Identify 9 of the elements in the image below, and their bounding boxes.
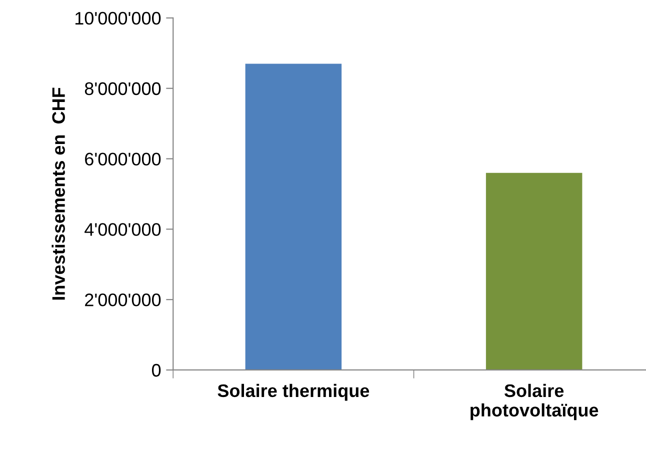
y-tick-label: 0 [152, 364, 161, 377]
x-tick-label: Solaire thermique [218, 384, 370, 401]
y-tick-label: 10'000'000 [75, 12, 161, 25]
y-tick-label: 2'000'000 [85, 294, 161, 306]
y-tick-label: 8'000'000 [84, 82, 161, 96]
y-tick-label: 6'000'000 [85, 152, 161, 166]
y-axis-title: Investissements en CHF [52, 88, 65, 300]
y-tick-label: 4'000'000 [84, 223, 161, 236]
x-tick-label: Solaire photovoltaïque [470, 384, 598, 420]
